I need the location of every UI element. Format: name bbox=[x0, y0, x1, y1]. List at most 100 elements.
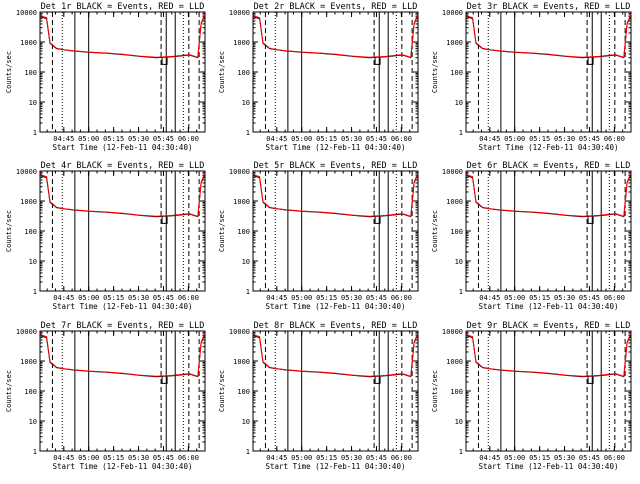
x-axis-title: Start Time (12-Feb-11 04:30:40) bbox=[479, 462, 619, 471]
x-tick-label: 05:45 bbox=[366, 135, 387, 143]
y-tick-label: 1 bbox=[459, 129, 463, 137]
panel-title: Det 7r BLACK = Events, RED = LLD bbox=[41, 321, 205, 331]
y-tick-label: 10000 bbox=[229, 328, 250, 336]
y-tick-label: 100 bbox=[24, 228, 37, 236]
x-tick-label: 05:30 bbox=[128, 454, 149, 462]
x-tick-label: 06:00 bbox=[178, 454, 199, 462]
y-tick-label: 100 bbox=[450, 228, 463, 236]
y-tick-label: 10 bbox=[242, 418, 250, 426]
panel-7: Det 7r BLACK = Events, RED = LLD 1 10 100 10… bbox=[5, 321, 206, 471]
x-tick-label: 05:45 bbox=[366, 294, 387, 302]
x-tick-label: 04:45 bbox=[479, 294, 500, 302]
x-tick-label: 05:45 bbox=[579, 454, 600, 462]
y-tick-label: 1 bbox=[246, 288, 250, 296]
events-dip bbox=[587, 57, 594, 65]
series-lld bbox=[252, 13, 419, 58]
events-dip bbox=[161, 376, 168, 384]
x-axis-title: Start Time (12-Feb-11 04:30:40) bbox=[266, 462, 406, 471]
plot-frame bbox=[465, 170, 632, 292]
y-axis-title: Counts/sec bbox=[218, 51, 226, 93]
panel-title: Det 2r BLACK = Events, RED = LLD bbox=[254, 2, 418, 12]
y-tick-label: 10 bbox=[242, 99, 250, 107]
x-tick-label: 05:30 bbox=[554, 454, 575, 462]
x-axis-title: Start Time (12-Feb-11 04:30:40) bbox=[53, 462, 193, 471]
y-tick-label: 1000 bbox=[20, 198, 37, 206]
y-axis-title: Counts/sec bbox=[5, 210, 13, 252]
x-tick-label: 05:15 bbox=[316, 454, 337, 462]
series-events bbox=[39, 14, 206, 59]
x-tick-label: 05:45 bbox=[579, 294, 600, 302]
plot-frame bbox=[252, 330, 419, 452]
x-tick-label: 05:00 bbox=[291, 454, 312, 462]
y-tick-label: 1000 bbox=[233, 358, 250, 366]
series-lld bbox=[39, 13, 206, 58]
y-tick-label: 10000 bbox=[442, 9, 463, 17]
y-axis-title: Counts/sec bbox=[5, 51, 13, 93]
series-lld bbox=[465, 332, 632, 377]
y-tick-label: 100 bbox=[237, 388, 250, 396]
x-tick-label: 04:45 bbox=[53, 454, 74, 462]
x-axis-title: Start Time (12-Feb-11 04:30:40) bbox=[266, 302, 406, 311]
series-events bbox=[465, 173, 632, 218]
panel-title: Det 5r BLACK = Events, RED = LLD bbox=[254, 161, 418, 171]
x-tick-label: 04:45 bbox=[266, 294, 287, 302]
x-tick-label: 05:00 bbox=[504, 294, 525, 302]
panel-1: Det 1r BLACK = Events, RED = LLD 1 10 100 10… bbox=[5, 2, 206, 152]
y-axis-title: Counts/sec bbox=[218, 210, 226, 252]
series-events bbox=[252, 14, 419, 59]
y-tick-label: 1 bbox=[246, 129, 250, 137]
series-events bbox=[39, 173, 206, 218]
y-tick-label: 10 bbox=[455, 99, 463, 107]
x-tick-label: 05:30 bbox=[128, 135, 149, 143]
x-tick-label: 05:45 bbox=[579, 135, 600, 143]
y-tick-label: 1 bbox=[459, 448, 463, 456]
x-tick-label: 05:30 bbox=[341, 454, 362, 462]
series-events bbox=[465, 333, 632, 378]
series-events bbox=[252, 333, 419, 378]
y-tick-label: 1000 bbox=[233, 39, 250, 47]
events-dip bbox=[587, 216, 594, 224]
y-tick-label: 10000 bbox=[16, 9, 37, 17]
x-tick-label: 06:00 bbox=[391, 135, 412, 143]
series-events bbox=[252, 173, 419, 218]
x-tick-label: 06:00 bbox=[604, 454, 625, 462]
panel-3: Det 3r BLACK = Events, RED = LLD 1 10 100 10… bbox=[431, 2, 632, 152]
series-events bbox=[39, 333, 206, 378]
x-tick-label: 05:00 bbox=[78, 454, 99, 462]
y-tick-label: 1 bbox=[459, 288, 463, 296]
y-tick-label: 10 bbox=[29, 99, 37, 107]
x-tick-label: 05:00 bbox=[78, 135, 99, 143]
x-tick-label: 06:00 bbox=[391, 294, 412, 302]
plot-frame bbox=[252, 170, 419, 292]
y-tick-label: 10 bbox=[242, 258, 250, 266]
x-axis-title: Start Time (12-Feb-11 04:30:40) bbox=[266, 143, 406, 152]
y-axis-title: Counts/sec bbox=[5, 370, 13, 412]
x-tick-label: 05:15 bbox=[529, 454, 550, 462]
x-tick-label: 05:30 bbox=[341, 135, 362, 143]
x-tick-label: 05:00 bbox=[291, 135, 312, 143]
events-dip bbox=[161, 216, 168, 224]
x-axis-title: Start Time (12-Feb-11 04:30:40) bbox=[479, 143, 619, 152]
x-tick-label: 06:00 bbox=[604, 135, 625, 143]
y-tick-label: 1 bbox=[33, 288, 37, 296]
series-lld bbox=[39, 172, 206, 217]
y-axis-title: Counts/sec bbox=[218, 370, 226, 412]
x-tick-label: 04:45 bbox=[479, 135, 500, 143]
plot-frame bbox=[39, 170, 206, 292]
x-tick-label: 05:15 bbox=[316, 135, 337, 143]
y-tick-label: 1 bbox=[33, 448, 37, 456]
x-tick-label: 06:00 bbox=[178, 135, 199, 143]
x-tick-label: 05:15 bbox=[316, 294, 337, 302]
events-dip bbox=[374, 216, 381, 224]
y-tick-label: 100 bbox=[450, 388, 463, 396]
y-tick-label: 10000 bbox=[16, 328, 37, 336]
plot-frame bbox=[39, 11, 206, 133]
y-tick-label: 10000 bbox=[229, 9, 250, 17]
x-tick-label: 05:30 bbox=[128, 294, 149, 302]
x-tick-label: 04:45 bbox=[53, 135, 74, 143]
x-axis-title: Start Time (12-Feb-11 04:30:40) bbox=[53, 302, 193, 311]
plot-frame bbox=[465, 11, 632, 133]
x-tick-label: 06:00 bbox=[178, 294, 199, 302]
y-tick-label: 1000 bbox=[446, 358, 463, 366]
